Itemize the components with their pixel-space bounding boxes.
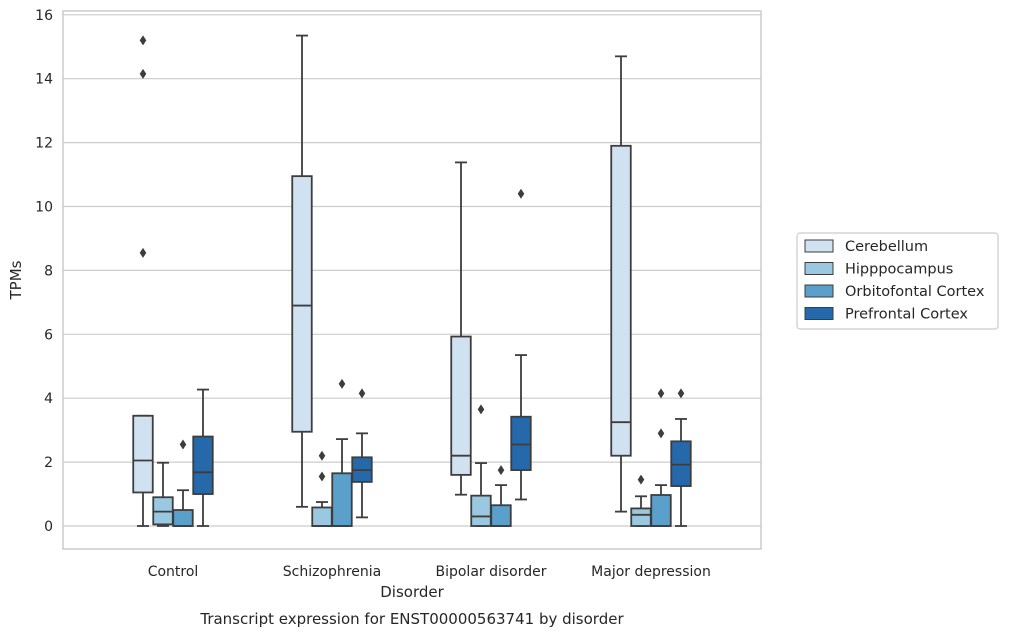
box-1-0 bbox=[152, 461, 174, 527]
outlier-point bbox=[139, 68, 147, 79]
outlier-point bbox=[477, 404, 485, 415]
box-1-2 bbox=[470, 404, 492, 527]
legend-frame bbox=[796, 232, 999, 330]
outlier-point bbox=[657, 388, 665, 399]
y-tick-label: 16 bbox=[35, 8, 53, 24]
plot-frame bbox=[62, 10, 762, 550]
outlier-point bbox=[677, 388, 685, 399]
x-tick-label: Control bbox=[148, 564, 199, 580]
y-axis-label: TPMs bbox=[7, 260, 25, 300]
x-tick-labels: Control Schizophrenia Bipolar disorder Majo… bbox=[148, 564, 711, 580]
legend-label: Cerebellum bbox=[845, 239, 928, 255]
y-tick-labels: 0 2 4 6 8 10 12 14 16 bbox=[35, 8, 53, 535]
box bbox=[291, 175, 313, 433]
box bbox=[470, 494, 492, 527]
box-1-3 bbox=[630, 474, 652, 527]
y-tick-label: 4 bbox=[44, 391, 53, 407]
box-2-1 bbox=[331, 378, 353, 527]
y-tick-label: 0 bbox=[44, 519, 53, 535]
box bbox=[311, 506, 333, 527]
y-tick-label: 12 bbox=[35, 136, 53, 152]
box bbox=[331, 472, 353, 527]
outlier-point bbox=[318, 450, 326, 461]
box-3-0 bbox=[192, 388, 214, 527]
legend-swatch bbox=[804, 239, 834, 253]
x-tick-label: Major depression bbox=[591, 564, 711, 580]
y-tick-label: 8 bbox=[44, 263, 53, 279]
legend-swatch bbox=[804, 262, 834, 275]
box-3-1 bbox=[351, 388, 373, 519]
outlier-point bbox=[338, 378, 346, 389]
outlier-point bbox=[139, 35, 147, 46]
box bbox=[610, 144, 632, 457]
x-tick-label: Schizophrenia bbox=[283, 564, 381, 580]
outlier-point bbox=[517, 188, 525, 199]
outlier-point bbox=[179, 439, 187, 450]
outlier-point bbox=[358, 388, 366, 399]
box-0-3 bbox=[610, 55, 632, 513]
outlier-point bbox=[497, 465, 505, 476]
outlier-point bbox=[657, 428, 665, 439]
box-3-3 bbox=[670, 388, 692, 527]
y-tick-label: 14 bbox=[35, 72, 53, 88]
outlier-point bbox=[318, 471, 326, 482]
box-3-2 bbox=[510, 188, 532, 501]
legend-label: Orbitofontal Cortex bbox=[845, 284, 985, 300]
box-2-2 bbox=[490, 465, 512, 527]
y-tick-label: 2 bbox=[44, 455, 53, 471]
x-axis-label: Disorder bbox=[380, 583, 444, 601]
box bbox=[192, 435, 214, 495]
box bbox=[172, 509, 194, 527]
box bbox=[510, 415, 532, 471]
legend: Cerebellum Hipppocampus Orbitofontal Corte… bbox=[796, 232, 999, 330]
legend-label: Hipppocampus bbox=[845, 262, 953, 278]
box-0-2 bbox=[450, 161, 472, 496]
outlier-point bbox=[139, 247, 147, 258]
chart-title: Transcript expression for ENST0000056374… bbox=[199, 610, 624, 628]
outlier-point bbox=[637, 474, 645, 485]
box-0-1 bbox=[291, 34, 313, 508]
box bbox=[132, 414, 154, 494]
box bbox=[670, 440, 692, 487]
box-plots bbox=[132, 34, 692, 527]
legend-swatch bbox=[804, 284, 834, 298]
box bbox=[630, 507, 652, 527]
y-tick-label: 10 bbox=[35, 200, 53, 216]
box-2-0 bbox=[172, 439, 194, 527]
legend-label: Prefrontal Cortex bbox=[845, 307, 968, 323]
x-tick-label: Bipolar disorder bbox=[435, 564, 546, 580]
box bbox=[650, 494, 672, 527]
legend-swatch bbox=[804, 307, 834, 320]
box-0-0 bbox=[132, 35, 154, 527]
y-tick-label: 6 bbox=[44, 327, 53, 343]
box bbox=[450, 335, 472, 476]
grid-lines bbox=[63, 14, 761, 527]
box bbox=[490, 504, 512, 527]
box-2-3 bbox=[650, 388, 672, 527]
